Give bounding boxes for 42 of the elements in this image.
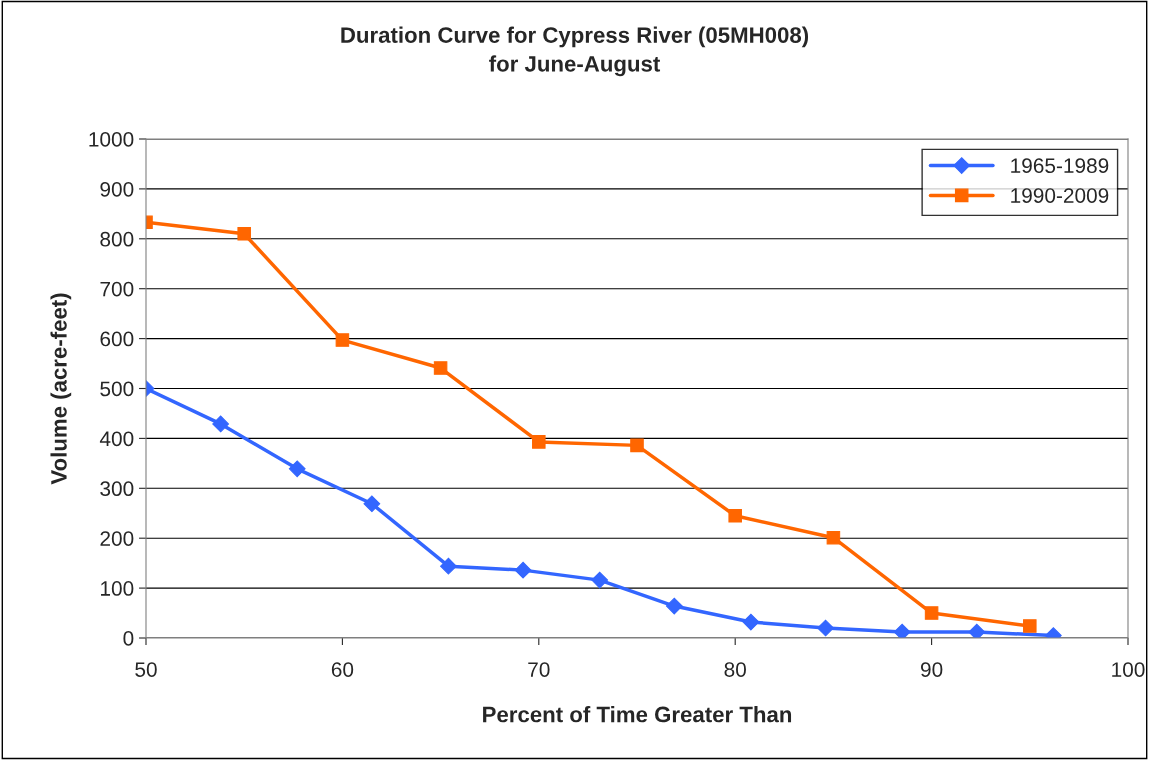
point (893, 623, 911, 638)
y-tick-label: 300 (100, 481, 134, 497)
x-axis-title: Percent of Time Greater Than (483, 706, 792, 723)
y-tick-label: 600 (100, 331, 134, 347)
point (630, 438, 644, 453)
x-tick-label: 60 (331, 662, 354, 677)
legend-label: 1990-2009 (1011, 188, 1109, 203)
point (288, 460, 306, 478)
y-tick-label: 800 (100, 231, 134, 247)
x-tick-label: 90 (920, 662, 943, 677)
point (335, 333, 350, 347)
x-tick-label: 70 (528, 662, 550, 677)
y-tick-label: 900 (100, 181, 134, 197)
x-tick-label: 80 (724, 662, 746, 677)
point (924, 606, 939, 620)
point (237, 227, 251, 241)
point (1023, 619, 1037, 633)
y-axis-title: Volume (acre-feet) (50, 293, 72, 485)
point (826, 530, 841, 545)
point (433, 361, 448, 375)
y-tick-label: 700 (100, 281, 134, 297)
y-tick-label: 400 (99, 431, 134, 447)
y-tick-label: 0 (123, 631, 134, 646)
x-tick-label: 100 (1112, 662, 1145, 677)
point (532, 435, 546, 449)
x-tick-label: 50 (135, 662, 157, 677)
y-tick-label: 1000 (89, 132, 134, 147)
y-tick-label: 200 (100, 531, 134, 546)
point (514, 561, 532, 579)
point (363, 495, 381, 513)
legend-label: 1965-1989 (1011, 158, 1109, 174)
chart-title: Duration Curve for Cypress River (05MH008) for June-August (341, 26, 809, 77)
point (817, 619, 834, 637)
point (968, 623, 986, 638)
y-tick-label: 500 (100, 381, 134, 397)
point (440, 557, 457, 575)
point (742, 613, 760, 631)
point (591, 571, 609, 589)
point (728, 508, 742, 523)
point (212, 415, 230, 433)
point (665, 597, 683, 615)
y-tick-label: 100 (101, 581, 134, 596)
